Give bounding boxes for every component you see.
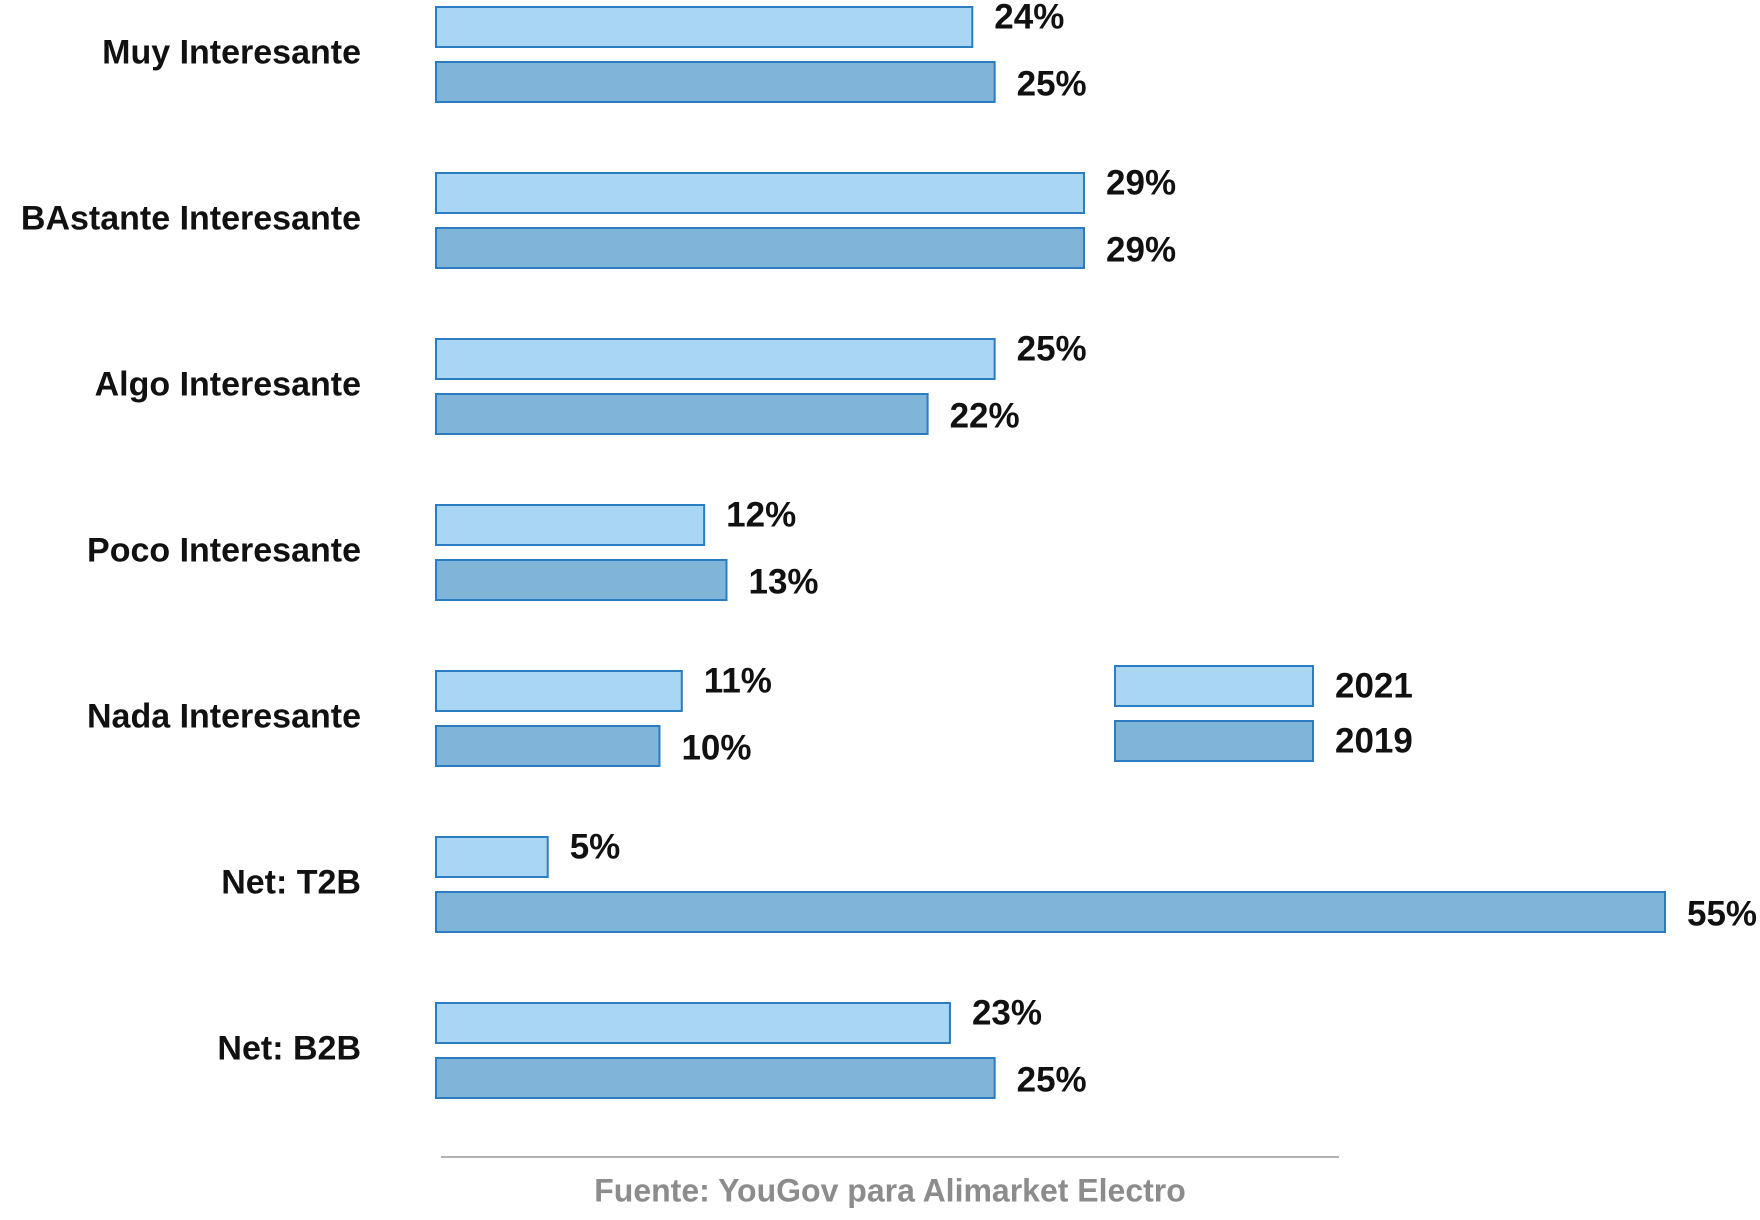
bar xyxy=(435,172,1086,214)
source-note: Fuente: YouGov para Alimarket Electro xyxy=(594,1172,1186,1208)
legend-label: 2019 xyxy=(1335,721,1413,760)
category-label: Net: B2B xyxy=(217,1029,361,1067)
value-label: 25% xyxy=(1017,64,1087,103)
value-label: 11% xyxy=(704,661,772,700)
bar xyxy=(435,504,706,546)
category-label: Poco Interesante xyxy=(87,531,361,569)
value-label: 22% xyxy=(950,396,1020,435)
value-label: 29% xyxy=(1106,230,1176,269)
value-label: 25% xyxy=(1017,1060,1087,1099)
bar xyxy=(435,1002,951,1044)
value-label: 55% xyxy=(1687,894,1757,933)
legend-swatch xyxy=(1114,720,1314,762)
bar xyxy=(435,338,996,380)
legend-label: 2021 xyxy=(1335,666,1413,705)
value-label: 13% xyxy=(748,562,818,601)
value-label: 12% xyxy=(726,495,796,534)
bar xyxy=(435,6,974,48)
value-label: 5% xyxy=(570,827,621,866)
category-label: Net: T2B xyxy=(221,863,361,901)
bar xyxy=(435,61,996,103)
value-label: 29% xyxy=(1106,163,1176,202)
bar xyxy=(435,670,683,712)
category-label: Algo Interesante xyxy=(95,365,361,403)
legend-swatch xyxy=(1114,665,1314,707)
value-label: 23% xyxy=(972,993,1042,1032)
bar xyxy=(435,725,661,767)
bar xyxy=(435,891,1666,933)
category-label: Muy Interesante xyxy=(102,33,361,71)
category-label: Nada Interesante xyxy=(87,697,361,735)
value-label: 10% xyxy=(681,728,751,767)
bar xyxy=(435,836,549,878)
bar xyxy=(435,227,1086,269)
bar xyxy=(435,1057,996,1099)
value-label: 25% xyxy=(1017,329,1087,368)
category-label: BAstante Interesante xyxy=(21,199,361,237)
value-label: 24% xyxy=(994,0,1064,36)
bar xyxy=(435,393,929,435)
bar xyxy=(435,559,728,601)
